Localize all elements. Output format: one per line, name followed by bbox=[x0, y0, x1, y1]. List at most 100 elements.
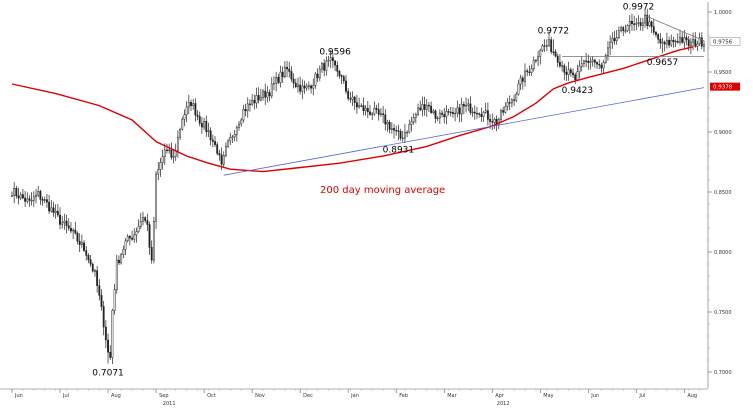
candle-body bbox=[454, 112, 457, 115]
candle-body bbox=[70, 227, 72, 232]
candle-body bbox=[286, 66, 288, 70]
candle-body bbox=[294, 82, 297, 88]
candle-body bbox=[526, 70, 529, 73]
candle-body bbox=[351, 96, 354, 100]
candle-body bbox=[310, 85, 312, 89]
candle-body bbox=[377, 109, 380, 115]
candle-body bbox=[397, 130, 400, 132]
candle-body bbox=[159, 162, 162, 170]
candle-body bbox=[325, 60, 328, 71]
x-tick-label: Nov bbox=[255, 393, 265, 399]
candle-body bbox=[196, 114, 199, 117]
candle-body bbox=[67, 225, 70, 229]
x-tick-label: May bbox=[543, 393, 553, 399]
candle-body bbox=[251, 99, 254, 105]
candle-body bbox=[500, 110, 502, 120]
candle-body bbox=[637, 22, 640, 24]
candle-body bbox=[205, 120, 208, 132]
candle-body bbox=[161, 156, 164, 163]
candle-body bbox=[482, 112, 485, 117]
candle-body bbox=[30, 200, 33, 202]
candle-body bbox=[268, 92, 271, 97]
candle-body bbox=[41, 199, 44, 201]
candle-body bbox=[567, 69, 570, 75]
candle-body bbox=[65, 220, 68, 226]
candle-body bbox=[345, 80, 347, 92]
candle-body bbox=[63, 220, 66, 224]
candle-body bbox=[596, 62, 598, 65]
candle-body bbox=[600, 64, 603, 69]
candle-body bbox=[89, 259, 92, 265]
candle-body bbox=[56, 210, 59, 216]
candle-body bbox=[46, 199, 48, 203]
candle-body bbox=[471, 111, 474, 114]
candle-body bbox=[364, 107, 367, 112]
candle-body bbox=[631, 20, 633, 25]
candle-body bbox=[580, 63, 583, 67]
candle-body bbox=[176, 136, 179, 151]
candle-body bbox=[131, 237, 133, 240]
candle-body bbox=[142, 217, 144, 222]
candle-body bbox=[170, 149, 173, 158]
candle-body bbox=[613, 37, 616, 42]
candle-body bbox=[109, 351, 112, 358]
candle-body bbox=[257, 95, 260, 101]
candle-body bbox=[185, 106, 188, 115]
candle-body bbox=[635, 22, 638, 25]
candle-body bbox=[676, 40, 679, 43]
x-axis: Jun Jul Aug Sep Oct Nov Dec Jan Feb Mar Apr May Jun J… bbox=[0, 388, 708, 407]
candle-body bbox=[340, 75, 343, 77]
price-annotation: 0.7071 bbox=[92, 368, 124, 378]
candle-body bbox=[489, 119, 491, 122]
candle-body bbox=[85, 250, 88, 256]
candle-body bbox=[591, 59, 594, 62]
candle-body bbox=[113, 289, 116, 311]
candle-body bbox=[194, 103, 197, 116]
candle-body bbox=[517, 83, 520, 95]
candle-body bbox=[685, 37, 688, 41]
candle-body bbox=[521, 77, 524, 82]
candle-body bbox=[244, 109, 247, 112]
candle-body bbox=[98, 285, 101, 296]
candle-body bbox=[329, 57, 332, 61]
candle-body bbox=[550, 39, 553, 53]
candle-body bbox=[255, 95, 258, 104]
candle-body bbox=[17, 195, 20, 199]
price-annotation: 0.9423 bbox=[562, 86, 594, 96]
candle-body bbox=[128, 235, 131, 239]
x-tick-label: Jul bbox=[638, 393, 645, 399]
candle-body bbox=[334, 60, 337, 66]
candle-body bbox=[668, 39, 670, 46]
candle-body bbox=[419, 107, 422, 111]
candle-body bbox=[349, 98, 352, 100]
candle-body bbox=[447, 111, 450, 113]
candle-body bbox=[299, 84, 302, 92]
x-year-label: 2012 bbox=[497, 401, 510, 407]
x-tick-label: Jul bbox=[62, 393, 69, 399]
price-annotation: 0.9657 bbox=[647, 58, 679, 68]
x-tick-label: Aug bbox=[111, 393, 121, 399]
candle-body bbox=[495, 118, 498, 126]
x-tick-label: Dec bbox=[303, 393, 313, 399]
candle-body bbox=[473, 111, 476, 114]
candle-body bbox=[144, 217, 147, 221]
candle-body bbox=[543, 45, 546, 47]
candle-body bbox=[541, 45, 544, 51]
candle-body bbox=[679, 37, 681, 43]
candle-body bbox=[203, 120, 206, 128]
candle-body bbox=[133, 234, 136, 240]
candle-body bbox=[249, 103, 251, 105]
x-tick-label: Apr bbox=[495, 393, 505, 399]
x-tick-label: Feb bbox=[399, 393, 408, 399]
candle-body bbox=[183, 114, 186, 120]
y-tick-label: 0.8500 bbox=[714, 190, 732, 196]
candle-body bbox=[602, 62, 605, 69]
candle-body bbox=[198, 116, 201, 124]
candle-body bbox=[687, 39, 690, 47]
y-tick-label: 0.8000 bbox=[714, 250, 732, 256]
candle-body bbox=[672, 39, 675, 42]
candle-body bbox=[436, 117, 439, 120]
candle-body bbox=[307, 85, 310, 87]
candle-body bbox=[100, 295, 103, 307]
candle-body bbox=[408, 124, 411, 133]
